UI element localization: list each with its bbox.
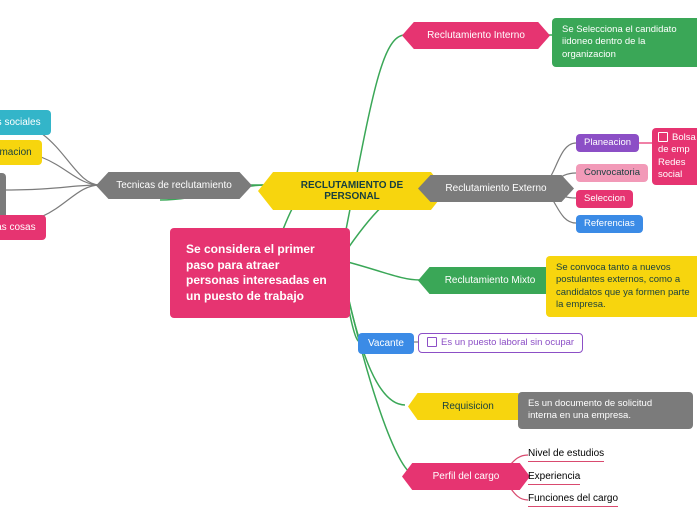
- node-center[interactable]: Se considera el primer paso para atraer …: [170, 228, 350, 318]
- node-requisicion[interactable]: Requisicion: [408, 393, 528, 420]
- label: Planeacion: [584, 137, 631, 148]
- node-requisicion-desc: Es un documento de solicitud interna en …: [518, 392, 693, 429]
- label: Funciones del cargo: [528, 493, 618, 504]
- node-recl-externo[interactable]: Reclutamiento Externo: [418, 175, 574, 202]
- node-vacante[interactable]: Vacante: [358, 333, 414, 354]
- label: edes sociales: [0, 117, 41, 128]
- node-reclut-personal[interactable]: RECLUTAMIENTO DE PERSONAL: [258, 172, 446, 210]
- node-bolsa[interactable]: Bolsa de emp Redes social: [652, 128, 697, 185]
- node-perfil[interactable]: Perfil del cargo: [402, 463, 530, 490]
- label: RECLUTAMIENTO DE PERSONAL: [301, 180, 403, 202]
- node-de-las-cosas[interactable]: de las cosas: [0, 215, 46, 240]
- label: Convocatoria: [584, 167, 640, 178]
- label: Requisicion: [442, 401, 494, 412]
- label: Tecnicas de reclutamiento: [116, 180, 232, 191]
- node-convocatoria[interactable]: Convocatoria: [576, 164, 648, 182]
- label: Referencias: [584, 218, 635, 229]
- node-informacion[interactable]: informacion: [0, 140, 42, 165]
- label: de las cosas: [0, 222, 36, 233]
- node-vacante-desc: Es un puesto laboral sin ocupar: [418, 333, 583, 353]
- node-recl-mixto-desc: Se convoca tanto a nuevos postulantes ex…: [546, 256, 697, 317]
- label: Es un puesto laboral sin ocupar: [441, 337, 574, 348]
- node-planeacion[interactable]: Planeacion: [576, 134, 639, 152]
- label: Nivel de estudios: [528, 448, 604, 459]
- node-redes-sociales[interactable]: edes sociales: [0, 110, 51, 135]
- node-funciones: Funciones del cargo: [528, 493, 618, 507]
- label: Reclutamiento Mixto: [445, 275, 536, 286]
- node-nivel: Nivel de estudios: [528, 448, 604, 462]
- label: Es un documento de solicitud interna en …: [528, 398, 652, 421]
- label: Vacante: [368, 338, 404, 349]
- label: Seleccion: [584, 193, 625, 204]
- node-recl-interno-desc: Se Selecciona el candidato iidoneo dentr…: [552, 18, 697, 67]
- node-recl-interno[interactable]: Reclutamiento Interno: [402, 22, 550, 49]
- label: Perfil del cargo: [433, 471, 500, 482]
- checkbox-icon: [427, 337, 437, 347]
- node-tecnicas[interactable]: Tecnicas de reclutamiento: [96, 172, 252, 199]
- node-seleccion[interactable]: Seleccion: [576, 190, 633, 208]
- checkbox-icon: [658, 132, 668, 142]
- label: Se convoca tanto a nuevos postulantes ex…: [556, 262, 690, 310]
- label: Reclutamiento Interno: [427, 30, 525, 41]
- label: Se considera el primer paso para atraer …: [186, 242, 327, 303]
- node-recl-mixto[interactable]: Reclutamiento Mixto: [418, 267, 562, 294]
- label: Experiencia: [528, 471, 580, 482]
- node-referencias[interactable]: Referencias: [576, 215, 643, 233]
- label: Se Selecciona el candidato iidoneo dentr…: [562, 24, 677, 60]
- label: informacion: [0, 147, 32, 158]
- node-experiencia: Experiencia: [528, 471, 580, 485]
- label: Reclutamiento Externo: [445, 183, 546, 194]
